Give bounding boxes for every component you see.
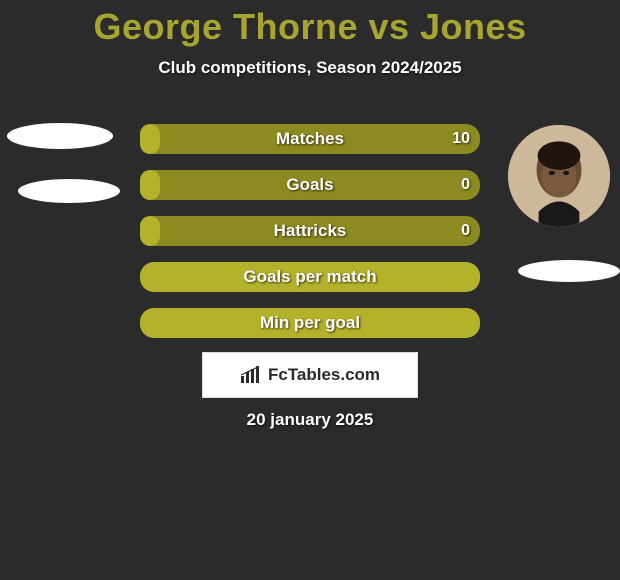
bar-label: Goals per match — [140, 262, 480, 292]
bar-value-right: 10 — [452, 124, 470, 154]
subtitle: Club competitions, Season 2024/2025 — [0, 58, 620, 78]
bar-value-right: 0 — [461, 216, 470, 246]
bar-row-goals-per-match: Goals per match — [140, 262, 480, 292]
bars-icon — [240, 366, 262, 384]
date-line: 20 january 2025 — [0, 410, 620, 430]
bar-row-hattricks: Hattricks 0 — [140, 216, 480, 246]
avatar-placeholder-icon — [508, 125, 610, 227]
left-blob-2 — [18, 179, 120, 203]
player-right-avatar — [508, 125, 610, 227]
bar-label: Min per goal — [140, 308, 480, 338]
bar-row-matches: Matches 10 — [140, 124, 480, 154]
bar-label: Goals — [140, 170, 480, 200]
left-blob-1 — [7, 123, 113, 149]
right-blob-1 — [518, 260, 620, 282]
comparison-bars: Matches 10 Goals 0 Hattricks 0 Goals per… — [140, 124, 480, 354]
bar-label: Hattricks — [140, 216, 480, 246]
bar-row-goals: Goals 0 — [140, 170, 480, 200]
brand-text: FcTables.com — [268, 365, 380, 385]
bar-value-right: 0 — [461, 170, 470, 200]
page-title: George Thorne vs Jones — [0, 0, 620, 48]
bar-row-min-per-goal: Min per goal — [140, 308, 480, 338]
bar-label: Matches — [140, 124, 480, 154]
brand-box[interactable]: FcTables.com — [202, 352, 418, 398]
